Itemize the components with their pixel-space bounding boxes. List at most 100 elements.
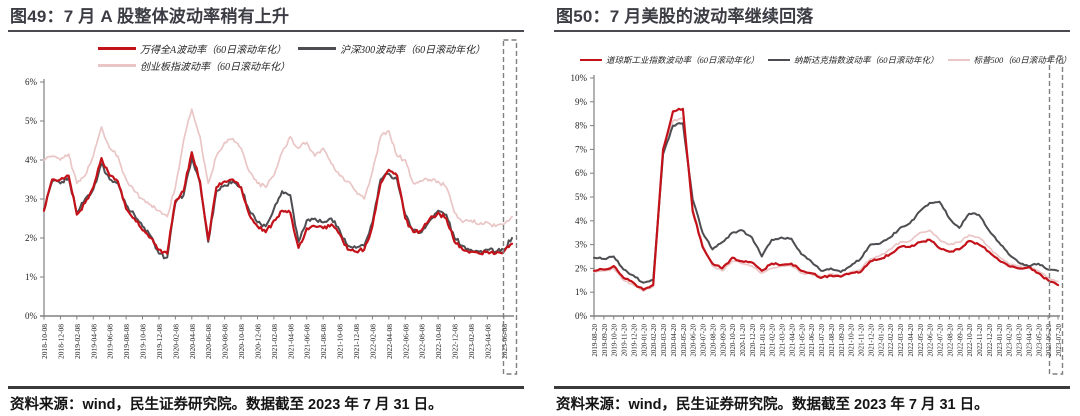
x-axis-tick-label: 2020-04-08	[188, 324, 197, 359]
x-axis-tick-label: 2020-12-08	[253, 324, 262, 359]
us-equity-volatility-chart: 0% 1% 2% 3% 4% 5% 6% 7% 8% 9% 10% 2019-08-20 2019-09…	[571, 55, 1064, 375]
x-axis-tick-label: 2022-07-20	[937, 324, 945, 357]
y-axis-tick-label: 8%	[575, 121, 588, 131]
legend-label: 标普500（60日滚动年化）	[973, 55, 1072, 65]
series-line	[43, 108, 513, 228]
legend-label: 万得全A波动率（60日滚动年化）	[140, 45, 287, 56]
y-axis-tick-label: 5%	[575, 192, 588, 202]
x-axis-tick-label: 2020-08-08	[221, 324, 230, 359]
x-axis-tick-label: 2022-06-08	[401, 324, 410, 359]
legend-line-icon	[768, 58, 791, 62]
x-axis-tick-label: 2022-11-20	[976, 324, 984, 357]
x-axis-tick-label: 2021-04-20	[788, 324, 796, 357]
x-axis-tick-label: 2020-06-20	[690, 324, 698, 357]
x-axis-tick-label: 2022-08-08	[418, 324, 427, 359]
series-line	[592, 107, 1060, 291]
y-axis-tick-label: 2%	[575, 263, 588, 273]
x-axis-tick-label: 2023-04-20	[1025, 324, 1033, 357]
legend-item: 纳斯达克指数波动率（60日滚动年化）	[768, 54, 939, 66]
x-axis-tick-label: 2019-04-08	[89, 324, 98, 359]
legend-item: 道琼斯工业指数波动率（60日滚动年化）	[580, 54, 759, 66]
series-line	[593, 122, 1059, 284]
x-axis-tick-label: 2018-10-08	[40, 324, 49, 359]
x-axis-tick-label: 2020-08-20	[709, 324, 717, 357]
x-axis-tick-label: 2021-09-20	[838, 324, 846, 357]
figure-49-legend: 万得全A波动率（60日滚动年化） 沪深300波动率（60日滚动年化） 创业板指波动率…	[8, 32, 524, 73]
x-axis-tick-label: 2022-10-08	[434, 324, 443, 359]
x-axis-tick-label: 2018-12-08	[56, 324, 65, 359]
x-axis-tick-label: 2020-05-20	[680, 324, 688, 357]
x-axis-tick-label: 2023-03-20	[1016, 324, 1024, 357]
y-axis-tick-label: 5%	[25, 116, 38, 126]
x-axis-tick-label: 2019-12-20	[630, 324, 638, 357]
x-axis-tick-label: 2022-10-20	[966, 324, 974, 357]
y-axis-tick-label: 0%	[575, 311, 588, 321]
x-axis-tick-label: 2020-06-08	[204, 324, 213, 359]
y-axis-tick-label: 6%	[575, 168, 588, 178]
x-axis-tick-label: 2020-02-08	[171, 324, 180, 359]
x-axis-tick-label: 2019-11-20	[621, 324, 629, 357]
y-axis-tick-label: 7%	[575, 144, 588, 154]
recent-period-highlight-box	[1048, 55, 1064, 375]
x-axis-tick-label: 2022-02-20	[887, 324, 895, 357]
x-axis-tick-label: 2022-01-20	[877, 324, 885, 357]
figure-49-title: 图49：7 月 A 股整体波动率稍有上升	[8, 0, 524, 32]
y-axis-tick-label: 6%	[25, 77, 38, 87]
x-axis-tick-label: 2019-09-20	[601, 324, 609, 357]
panel-figure-50: 图50：7 月美股的波动率继续回落 道琼斯工业指数波动率（60日滚动年化） 纳斯达…	[554, 0, 1072, 416]
x-axis-tick-label: 2022-09-20	[956, 324, 964, 357]
y-axis-tick-label: 9%	[575, 97, 588, 107]
x-axis-tick-label: 2022-02-08	[368, 324, 377, 359]
legend-label: 创业板指波动率（60日滚动年化）	[140, 62, 290, 73]
legend-item: 万得全A波动率（60日滚动年化）	[98, 41, 286, 56]
x-axis-tick-label: 2022-08-20	[946, 324, 954, 357]
y-axis-tick-label: 4%	[575, 216, 588, 226]
x-axis-tick-label: 2021-07-20	[818, 324, 826, 357]
x-axis-tick-label: 2020-02-20	[650, 324, 658, 357]
y-axis-tick-label: 3%	[575, 240, 588, 250]
x-axis-tick-label: 2021-02-20	[769, 324, 777, 357]
x-axis-tick-label: 2021-06-08	[303, 324, 312, 359]
x-axis-tick-label: 2023-02-20	[1006, 324, 1014, 357]
x-axis-tick-label: 2022-12-08	[451, 324, 460, 359]
x-axis-tick-label: 2021-06-20	[808, 324, 816, 357]
x-axis-tick-label: 2019-06-08	[106, 324, 115, 359]
x-axis-tick-label: 2019-08-08	[122, 324, 131, 359]
x-axis-tick-label: 2020-10-20	[729, 324, 737, 357]
x-axis-tick-label: 2020-10-08	[237, 324, 246, 359]
recent-period-highlight-box	[502, 39, 518, 375]
x-axis-tick-label: 2020-07-20	[700, 324, 708, 357]
legend-item: 创业板指波动率（60日滚动年化）	[98, 58, 290, 73]
x-axis-tick-label: 2019-02-08	[73, 324, 82, 359]
figure-49-source: 资料来源：wind，民生证券研究院。数据截至 2023 年 7 月 31 日。	[8, 386, 524, 416]
x-axis-tick-label: 2021-10-20	[848, 324, 856, 357]
legend-line-icon	[947, 58, 970, 62]
y-axis-tick-label: 10%	[571, 73, 588, 83]
x-axis-tick-label: 2023-06-08	[500, 324, 509, 359]
x-axis-tick-label: 2022-03-20	[897, 324, 905, 357]
legend-item: 标普500（60日滚动年化）	[947, 54, 1072, 66]
panel-figure-49: 图49：7 月 A 股整体波动率稍有上升 万得全A波动率（60日滚动年化） 沪深3…	[8, 0, 524, 416]
figure-49-chart: 0% 1% 2% 3% 4% 5% 6% 2018-10-08 2018-12-08 2019-0…	[8, 39, 524, 384]
figure-50-source: 资料来源：wind，民生证券研究院。数据截至 2023 年 7 月 31 日。	[554, 386, 1070, 416]
figure-50-chart: 0% 1% 2% 3% 4% 5% 6% 7% 8% 9% 10% 2019-08-20 2019-09…	[554, 55, 1070, 384]
x-axis-tick-label: 2020-04-20	[670, 324, 678, 357]
legend-line-icon	[580, 58, 602, 62]
x-axis-tick-label: 2021-08-08	[319, 324, 328, 359]
x-axis-tick-label: 2019-08-20	[591, 324, 599, 357]
x-axis-tick-label: 2023-05-20	[1035, 324, 1043, 357]
x-axis-tick-label: 2022-12-20	[986, 324, 994, 357]
x-axis-tick-label: 2019-10-08	[139, 324, 148, 359]
x-axis-tick-label: 2021-12-20	[867, 324, 875, 357]
x-axis-tick-label: 2022-04-08	[385, 324, 394, 359]
legend-label: 道琼斯工业指数波动率（60日滚动年化）	[606, 55, 760, 65]
x-axis-tick-label: 2021-12-08	[352, 324, 361, 359]
x-axis-tick-label: 2021-01-20	[759, 324, 767, 357]
x-axis-tick-label: 2021-08-20	[828, 324, 836, 357]
a-share-volatility-chart: 0% 1% 2% 3% 4% 5% 6% 2018-10-08 2018-12-08 2019-0…	[25, 39, 518, 375]
x-axis-tick-label: 2021-04-08	[286, 324, 295, 359]
legend-line-icon	[98, 64, 136, 67]
series-line	[43, 157, 513, 260]
figure-50-legend: 道琼斯工业指数波动率（60日滚动年化） 纳斯达克指数波动率（60日滚动年化） 标普5…	[554, 32, 1072, 72]
